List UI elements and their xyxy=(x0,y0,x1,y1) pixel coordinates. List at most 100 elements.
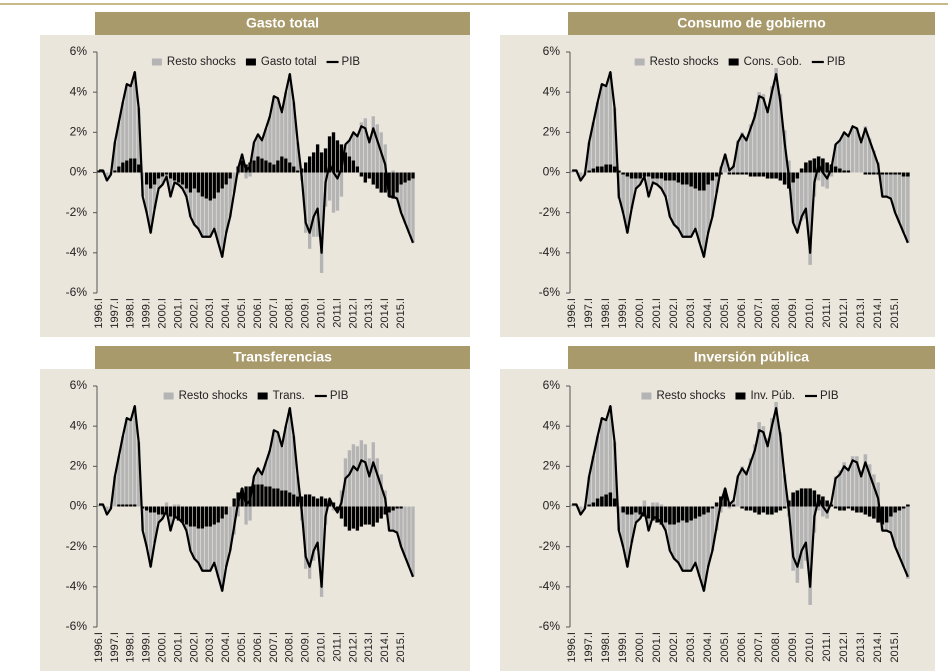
x-tick-label: 1999.I xyxy=(617,632,629,663)
bar xyxy=(872,506,876,519)
bar xyxy=(799,506,804,569)
bar xyxy=(192,506,197,527)
bar xyxy=(192,526,197,559)
bar xyxy=(335,140,340,173)
bar xyxy=(876,506,880,523)
x-tick-label: 2004.I xyxy=(220,298,232,329)
bar xyxy=(164,502,169,507)
bar xyxy=(160,172,165,177)
bar xyxy=(220,518,224,591)
bar xyxy=(893,512,897,547)
bar xyxy=(855,128,859,173)
x-tick-label: 2003.I xyxy=(685,632,697,663)
panel-title: Gasto total xyxy=(246,15,319,31)
bar xyxy=(731,172,736,175)
bar xyxy=(367,506,371,525)
bar xyxy=(117,504,121,507)
bar xyxy=(651,172,655,179)
bar xyxy=(812,490,817,507)
bar xyxy=(296,476,300,497)
x-tick-label: 2009.I xyxy=(787,632,799,663)
bar xyxy=(367,136,371,173)
bar xyxy=(224,172,228,185)
bar xyxy=(311,506,316,561)
bar xyxy=(608,492,613,507)
bar xyxy=(272,164,276,173)
legend: Resto shocks Cons. Gob. PIB xyxy=(634,56,846,68)
bar xyxy=(117,166,121,173)
bar xyxy=(740,466,744,507)
bar xyxy=(228,506,232,551)
bar xyxy=(795,178,800,233)
bar xyxy=(196,192,201,229)
bar xyxy=(292,436,296,495)
bar xyxy=(156,514,161,523)
bar xyxy=(260,158,264,173)
bar xyxy=(714,176,719,193)
bar xyxy=(304,162,308,173)
x-tick-label: 1998.I xyxy=(600,298,612,329)
bar xyxy=(184,172,189,189)
bar xyxy=(256,156,260,173)
bar xyxy=(343,152,348,173)
bar xyxy=(697,172,702,191)
x-tick-label: 2013.I xyxy=(855,632,867,663)
bar xyxy=(148,172,153,189)
bar xyxy=(411,178,415,243)
bar xyxy=(850,456,855,507)
bar xyxy=(600,496,604,507)
bar xyxy=(395,172,399,193)
bar xyxy=(804,172,808,219)
bar xyxy=(821,496,825,507)
bar xyxy=(252,484,256,507)
bar xyxy=(284,158,288,173)
bar xyxy=(893,506,897,513)
bar xyxy=(846,506,851,509)
bar xyxy=(232,498,236,507)
bar xyxy=(311,152,316,173)
bar xyxy=(846,170,851,173)
y-tick-label: 4% xyxy=(70,418,88,432)
bar xyxy=(906,504,910,507)
bar xyxy=(375,172,379,189)
bar xyxy=(280,112,284,157)
line-series xyxy=(98,70,415,258)
bar xyxy=(347,450,352,507)
bar xyxy=(411,172,415,179)
bar xyxy=(765,106,770,173)
y-tick-label: 0% xyxy=(543,165,561,179)
bar xyxy=(137,164,141,173)
bar xyxy=(355,166,360,173)
bar xyxy=(629,506,634,515)
bar xyxy=(359,440,364,507)
bar xyxy=(867,138,872,173)
bar xyxy=(188,172,193,193)
bar xyxy=(113,476,117,507)
bar xyxy=(296,170,300,173)
bar xyxy=(642,500,647,507)
bar xyxy=(307,506,312,579)
bar xyxy=(642,172,647,177)
bar xyxy=(774,172,778,179)
bar xyxy=(880,172,885,175)
bar xyxy=(379,172,383,193)
bar xyxy=(180,506,185,523)
y-tick-label: -2% xyxy=(66,539,88,553)
legend-label: PIB xyxy=(342,56,361,68)
bar xyxy=(689,506,693,521)
bar xyxy=(804,488,808,507)
bar xyxy=(782,172,787,185)
bar xyxy=(152,512,157,543)
bar xyxy=(897,506,902,511)
bar xyxy=(693,506,698,519)
bar xyxy=(867,172,872,175)
bar xyxy=(838,470,842,507)
legend-swatch xyxy=(735,392,746,400)
bar xyxy=(833,166,838,173)
bar xyxy=(184,524,189,531)
bar xyxy=(723,154,727,173)
x-tick-label: 2010.I xyxy=(804,632,816,663)
x-tick-label: 1999.I xyxy=(141,632,153,663)
bar xyxy=(252,160,256,173)
x-tick-label: 2014.I xyxy=(872,298,884,329)
